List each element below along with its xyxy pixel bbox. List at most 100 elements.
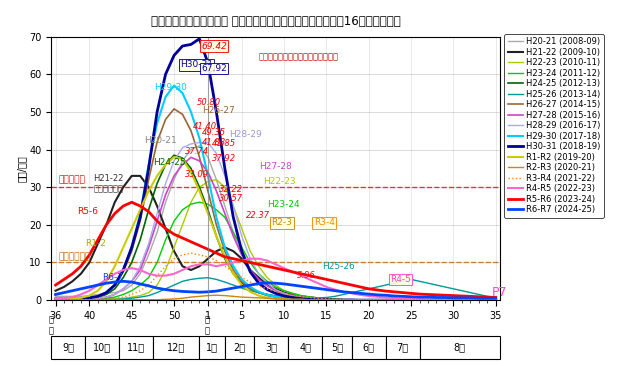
H26-27 (2014-15) [492,298,499,302]
R4-R5 (2022-23) [492,298,499,302]
R1-R2 (2019-20) [306,298,313,302]
H29-30 (2017-18) [314,298,322,302]
H25-26 (2013-14) [492,295,499,299]
H22-23 (2010-11) [171,245,178,250]
H24-25 (2012-13) [322,298,330,302]
H28-29 (2016-17) [314,297,322,302]
R1-R2 (2019-20) [356,298,364,302]
H30-31 (2018-19) [348,298,356,302]
H29-30 (2017-18) [52,297,60,301]
H24-25 (2012-13) [331,298,338,302]
Text: P7: P7 [492,286,507,299]
H24-25 (2012-13) [348,298,356,302]
R5-R6 (2023-24) [179,236,187,240]
H24-25 (2012-13) [492,298,499,302]
R5-R6 (2023-24) [52,283,60,287]
Text: 1月: 1月 [206,343,218,352]
H25-26 (2013-14) [449,287,457,291]
Text: H27-28: H27-28 [259,162,292,171]
Line: H29-30 (2017-18): H29-30 (2017-18) [56,86,495,300]
R2-R3 (2020-21) [492,298,499,302]
H29-30 (2017-18) [348,298,356,302]
Text: 37.92: 37.92 [212,154,237,164]
Text: 67.92: 67.92 [201,64,227,73]
Text: 22.37: 22.37 [246,211,270,220]
Text: 69.42: 69.42 [201,41,227,51]
R5-R6 (2023-24) [492,295,499,300]
Line: H24-25 (2012-13): H24-25 (2012-13) [56,155,495,300]
H29-30 (2017-18) [331,298,338,302]
H28-29 (2016-17) [340,298,347,302]
R2-R3 (2020-21) [322,298,330,302]
R3-R4 (2021-22) [322,297,330,301]
Text: 5月: 5月 [331,343,343,352]
R5-R6 (2023-24) [322,277,330,281]
Text: H20-21: H20-21 [144,136,177,145]
R4-R5 (2022-23) [441,298,449,302]
R2-R3 (2020-21) [52,298,60,302]
Line: H20-21 (2008-09): H20-21 (2008-09) [56,146,495,300]
Line: R1-R2 (2019-20): R1-R2 (2019-20) [56,157,495,300]
H26-27 (2014-15) [356,298,364,302]
R1-R2 (2019-20) [179,157,187,161]
Text: R6-7: R6-7 [102,273,123,282]
Text: 30.57: 30.57 [219,194,243,203]
R5-R6 (2023-24) [449,294,457,298]
H30-31 (2018-19) [196,37,203,41]
Text: R2-3: R2-3 [271,219,292,227]
Text: 第: 第 [204,315,210,324]
H22-23 (2010-11) [213,178,221,182]
Bar [199,336,225,359]
Text: 41.85: 41.85 [212,139,237,148]
H23-24 (2011-12) [314,296,322,300]
R6-R7 (2024-25) [348,290,356,295]
R6-R7 (2024-25) [314,286,322,291]
R2-R3 (2020-21) [213,293,221,298]
R6-R7 (2024-25) [119,279,127,284]
R3-R4 (2021-22) [492,298,499,302]
R1-R2 (2019-20) [322,298,330,302]
H27-28 (2015-16) [52,297,60,302]
H23-24 (2011-12) [171,219,178,223]
H23-24 (2011-12) [407,298,415,302]
Text: H29-30: H29-30 [154,83,187,92]
H27-28 (2015-16) [187,155,195,160]
R2-R3 (2020-21) [449,298,457,302]
H30-31 (2018-19) [314,298,322,302]
Line: H25-26 (2013-14): H25-26 (2013-14) [56,278,495,299]
R4-R5 (2022-23) [399,296,406,301]
H26-27 (2014-15) [52,297,60,302]
H28-29 (2016-17) [196,140,203,145]
Text: R1-2: R1-2 [85,239,106,248]
Text: 4月: 4月 [299,343,312,352]
R5-R6 (2023-24) [340,281,347,285]
Text: 2月: 2月 [233,343,246,352]
H20-21 (2008-09) [348,298,356,302]
Text: 5.96: 5.96 [297,271,315,280]
H29-30 (2017-18) [356,298,364,302]
H25-26 (2013-14) [322,295,330,300]
H23-24 (2011-12) [52,297,60,302]
R4-R5 (2022-23) [171,272,178,276]
Line: H27-28 (2015-16): H27-28 (2015-16) [56,157,495,300]
R4-R5 (2022-23) [322,285,330,289]
H26-27 (2014-15) [348,298,356,302]
Line: R6-R7 (2024-25): R6-R7 (2024-25) [56,281,495,298]
H21-22 (2009-10) [356,298,364,302]
H29-30 (2017-18) [492,298,499,302]
R1-R2 (2019-20) [348,298,356,302]
Bar [254,336,288,359]
R1-R2 (2019-20) [171,155,178,159]
H23-24 (2011-12) [348,298,356,302]
Line: R4-R5 (2022-23): R4-R5 (2022-23) [56,259,495,300]
R3-R4 (2021-22) [187,251,195,255]
H30-31 (2018-19) [171,53,178,57]
R6-R7 (2024-25) [52,292,60,297]
Text: 7月: 7月 [397,343,409,352]
H30-31 (2018-19) [407,298,415,302]
Text: H24-25: H24-25 [153,158,185,167]
Text: 11月: 11月 [127,343,145,352]
R6-R7 (2024-25) [340,290,347,294]
H21-22 (2009-10) [179,264,187,268]
H20-21 (2008-09) [52,294,60,299]
